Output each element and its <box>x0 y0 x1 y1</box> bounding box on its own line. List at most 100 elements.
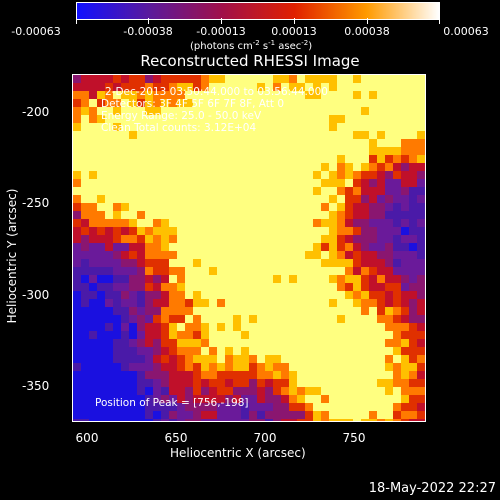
image-pixel <box>177 355 185 363</box>
image-pixel <box>289 315 297 323</box>
image-pixel <box>361 395 369 403</box>
image-pixel <box>281 315 289 323</box>
image-pixel <box>129 283 137 291</box>
image-pixel <box>201 187 209 195</box>
image-pixel <box>401 403 409 411</box>
image-pixel <box>353 291 361 299</box>
image-pixel <box>321 339 329 347</box>
image-pixel <box>209 187 217 195</box>
image-pixel <box>233 251 241 259</box>
y-tick-label: -300 <box>22 288 50 302</box>
image-pixel <box>393 203 401 211</box>
image-pixel <box>401 243 409 251</box>
image-pixel <box>409 371 417 379</box>
image-pixel <box>257 315 265 323</box>
image-pixel <box>177 323 185 331</box>
image-pixel <box>193 387 201 395</box>
image-pixel <box>209 139 217 147</box>
image-pixel <box>337 179 345 187</box>
image-pixel <box>153 419 161 421</box>
image-pixel <box>225 75 233 83</box>
image-pixel <box>113 99 121 107</box>
image-pixel <box>161 259 169 267</box>
image-pixel <box>297 219 305 227</box>
image-pixel <box>353 195 361 203</box>
image-pixel <box>225 411 233 419</box>
image-pixel <box>185 203 193 211</box>
image-pixel <box>313 83 321 91</box>
image-pixel <box>97 315 105 323</box>
image-pixel <box>417 195 425 203</box>
image-pixel <box>257 395 265 403</box>
image-pixel <box>369 331 377 339</box>
image-pixel <box>417 179 425 187</box>
image-pixel <box>169 243 177 251</box>
image-pixel <box>353 259 361 267</box>
image-pixel <box>185 83 193 91</box>
image-pixel <box>145 155 153 163</box>
image-pixel <box>177 371 185 379</box>
image-pixel <box>81 99 89 107</box>
image-pixel <box>97 139 105 147</box>
image-pixel <box>225 379 233 387</box>
image-pixel <box>97 131 105 139</box>
image-pixel <box>113 355 121 363</box>
image-pixel <box>281 83 289 91</box>
image-pixel <box>81 267 89 275</box>
image-pixel <box>321 299 329 307</box>
image-pixel <box>353 299 361 307</box>
image-pixel <box>305 235 313 243</box>
image-pixel <box>137 235 145 243</box>
image-pixel <box>217 275 225 283</box>
image-pixel <box>281 171 289 179</box>
image-pixel <box>409 179 417 187</box>
image-pixel <box>369 203 377 211</box>
image-pixel <box>401 395 409 403</box>
image-pixel <box>401 355 409 363</box>
image-pixel <box>281 75 289 83</box>
image-pixel <box>81 251 89 259</box>
image-pixel <box>153 107 161 115</box>
image-pixel <box>89 227 97 235</box>
image-pixel <box>417 387 425 395</box>
image-pixel <box>225 371 233 379</box>
image-pixel <box>337 131 345 139</box>
image-pixel <box>361 363 369 371</box>
image-pixel <box>265 363 273 371</box>
image-pixel <box>329 115 337 123</box>
image-pixel <box>337 299 345 307</box>
colorbar-tick-label: -0.00063 <box>11 25 61 38</box>
image-pixel <box>329 419 337 421</box>
image-pixel <box>201 419 209 421</box>
image-pixel <box>241 91 249 99</box>
image-pixel <box>129 227 137 235</box>
image-pixel <box>185 315 193 323</box>
image-pixel <box>281 179 289 187</box>
y-tick-label: -250 <box>22 196 50 210</box>
image-pixel <box>337 363 345 371</box>
image-pixel <box>265 83 273 91</box>
image-pixel <box>297 331 305 339</box>
image-pixel <box>201 251 209 259</box>
image-pixel <box>321 107 329 115</box>
image-pixel <box>185 235 193 243</box>
image-pixel <box>97 195 105 203</box>
image-pixel <box>297 171 305 179</box>
image-pixel <box>241 187 249 195</box>
image-pixel <box>337 307 345 315</box>
image-pixel <box>217 219 225 227</box>
image-pixel <box>225 251 233 259</box>
image-pixel <box>137 355 145 363</box>
image-pixel <box>201 99 209 107</box>
image-pixel <box>377 387 385 395</box>
image-pixel <box>361 179 369 187</box>
image-pixel <box>273 91 281 99</box>
image-pixel <box>409 235 417 243</box>
image-pixel <box>393 171 401 179</box>
image-pixel <box>233 363 241 371</box>
image-pixel <box>89 371 97 379</box>
image-pixel <box>409 115 417 123</box>
image-pixel <box>193 107 201 115</box>
image-pixel <box>81 395 89 403</box>
image-pixel <box>265 131 273 139</box>
